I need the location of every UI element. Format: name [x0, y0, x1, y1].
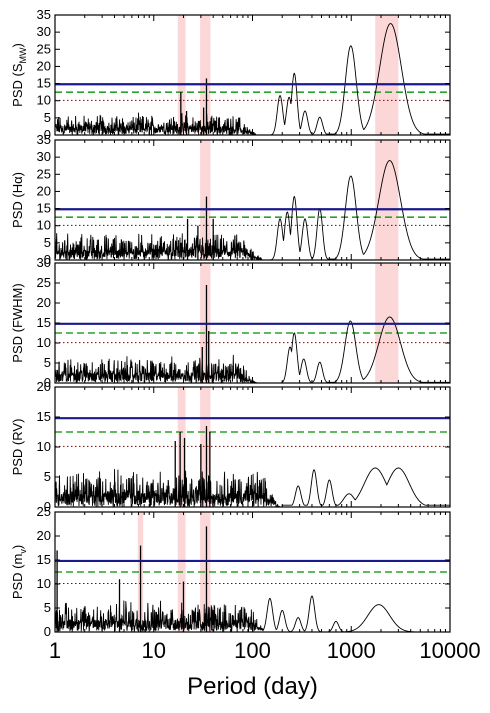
y-tick-label: 0	[44, 499, 51, 514]
y-tick-label: 25	[37, 275, 51, 290]
y-tick-label: 30	[37, 24, 51, 39]
highlight-band	[375, 140, 399, 260]
y-axis-label: PSD (RV)	[10, 419, 25, 476]
y-tick-label: 20	[37, 295, 51, 310]
y-tick-label: 30	[37, 149, 51, 164]
y-tick-label: 25	[37, 166, 51, 181]
y-axis-label: PSD (mv)	[10, 545, 28, 599]
y-tick-label: 10	[37, 218, 51, 233]
psd-panel: 0 5 10 15 20 25 PSD (mv)	[10, 504, 451, 639]
y-tick-label: 0	[44, 624, 51, 639]
y-tick-label: 25	[37, 41, 51, 56]
y-tick-label: 10	[37, 335, 51, 350]
y-tick-label: 15	[37, 201, 51, 216]
psd-panel: 0 5 10 15 20 PSD (RV)	[10, 379, 451, 514]
y-tick-label: 5	[44, 110, 51, 125]
highlight-band	[200, 15, 211, 135]
highlight-band	[177, 387, 186, 507]
y-tick-label: 0	[44, 252, 51, 267]
y-tick-label: 20	[37, 528, 51, 543]
y-tick-label: 5	[44, 355, 51, 370]
y-tick-label: 5	[44, 235, 51, 250]
y-axis-label: PSD (Hα)	[10, 172, 25, 228]
y-tick-label: 10	[37, 93, 51, 108]
y-tick-label: 5	[44, 600, 51, 615]
x-axis-label: Period (day)	[187, 673, 318, 700]
highlight-band	[177, 15, 186, 135]
y-tick-label: 15	[37, 409, 51, 424]
psd-panel: 0 5 10 15 20 25 30 35 PSD (SMW)	[10, 7, 451, 142]
y-tick-label: 5	[44, 469, 51, 484]
y-tick-label: 25	[37, 504, 51, 519]
psd-curve	[55, 595, 450, 632]
y-tick-label: 0	[44, 127, 51, 142]
x-tick-label: 100	[234, 638, 271, 663]
y-tick-label: 10	[37, 576, 51, 591]
highlight-band	[375, 15, 399, 135]
x-tick-label: 1000	[327, 638, 376, 663]
highlight-band	[200, 140, 211, 260]
y-tick-label: 20	[37, 183, 51, 198]
highlight-band	[200, 512, 211, 632]
y-tick-label: 15	[37, 76, 51, 91]
y-tick-label: 35	[37, 132, 51, 147]
y-tick-label: 35	[37, 7, 51, 22]
y-tick-label: 15	[37, 315, 51, 330]
y-axis-label: PSD (FWHM)	[10, 283, 25, 362]
psd-curve	[55, 467, 450, 507]
y-tick-label: 15	[37, 552, 51, 567]
highlight-band	[200, 387, 211, 507]
y-tick-label: 20	[37, 379, 51, 394]
x-tick-label: 1	[49, 638, 61, 663]
x-tick-label: 10000	[419, 638, 480, 663]
psd-panel: 0 5 10 15 20 25 30 35 PSD (Hα)	[10, 132, 451, 267]
y-tick-label: 30	[37, 255, 51, 270]
x-tick-label: 10	[142, 638, 166, 663]
y-tick-label: 0	[44, 375, 51, 390]
y-tick-label: 10	[37, 439, 51, 454]
y-tick-label: 20	[37, 58, 51, 73]
psd-curve	[55, 160, 450, 260]
psd-panel: 0 5 10 15 20 25 30 PSD (FWHM)	[10, 255, 451, 390]
y-axis-label: PSD (SMW)	[10, 43, 28, 107]
